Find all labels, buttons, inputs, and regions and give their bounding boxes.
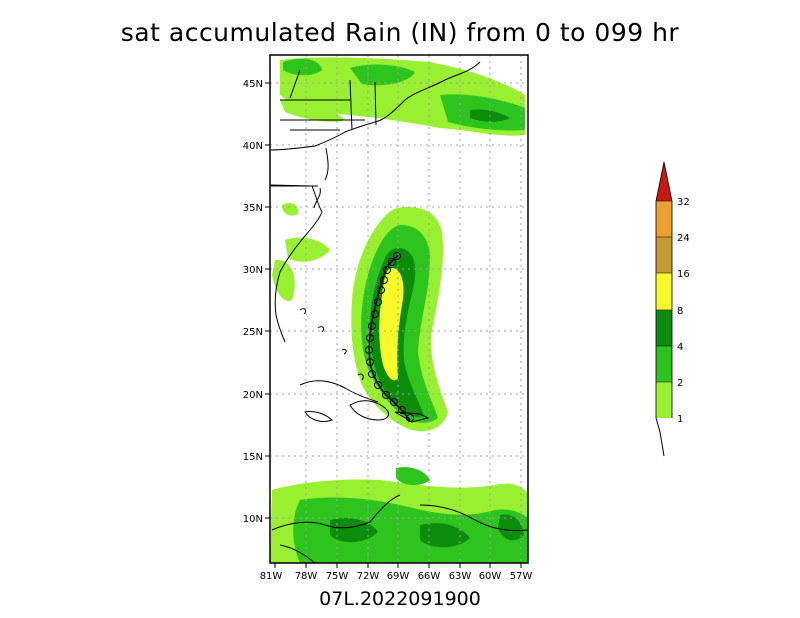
lon-tick-label: 69W (387, 571, 410, 582)
lat-tick-label: 45N (243, 79, 263, 90)
map-title: sat accumulated Rain (IN) from 0 to 099 … (120, 18, 680, 47)
lat-tick-label: 25N (243, 327, 263, 338)
lat-tick-label: 30N (243, 265, 263, 276)
grid-lines (270, 55, 528, 563)
track-markers (365, 252, 414, 422)
lat-tick-label: 35N (243, 203, 263, 214)
lon-tick-label: 81W (260, 571, 283, 582)
coastlines (270, 61, 528, 563)
legend-swatch (656, 162, 672, 201)
lat-tick-label: 15N (243, 452, 263, 463)
lon-tick-label: 72W (357, 571, 380, 582)
storm-id-label: 07L.2022091900 (319, 588, 481, 610)
rainfall-shading (270, 57, 528, 563)
legend-label: 2 (677, 378, 683, 389)
legend-label: 8 (677, 306, 683, 317)
legend-label: 16 (677, 269, 690, 280)
legend-swatch (656, 346, 672, 382)
legend-label: 4 (677, 342, 683, 353)
lat-tick-label: 20N (243, 390, 263, 401)
legend-swatch (656, 310, 672, 346)
lon-tick-label: 60W (479, 571, 502, 582)
lon-tick-label: 57W (510, 571, 533, 582)
legend-label: 24 (677, 233, 690, 244)
lat-tick-marks (265, 82, 270, 519)
map-frame (269, 54, 529, 564)
lat-tick-label: 40N (243, 141, 263, 152)
lon-tick-marks (274, 563, 522, 568)
legend-swatch (656, 382, 672, 418)
lat-tick-label: 10N (243, 514, 263, 525)
color-legend: 1 2 4 8 16 24 32 (655, 161, 690, 457)
lon-tick-label: 63W (449, 571, 472, 582)
lon-tick-label: 75W (326, 571, 349, 582)
lon-tick-label: 66W (418, 571, 441, 582)
lon-tick-label: 78W (295, 571, 318, 582)
legend-label: 32 (677, 197, 690, 208)
legend-swatch (656, 237, 672, 273)
legend-label: 1 (677, 414, 683, 425)
legend-swatch (656, 201, 672, 237)
legend-swatch (656, 273, 672, 310)
